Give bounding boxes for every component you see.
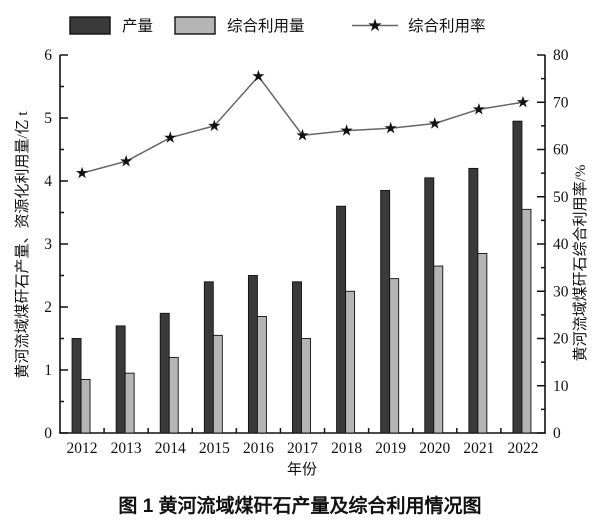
legend-swatch-production <box>69 16 111 35</box>
marker-utilization-rate-2021 <box>472 102 485 115</box>
x-tick-label-2022: 2022 <box>507 440 538 457</box>
marker-utilization-rate-2018 <box>340 124 353 136</box>
bar-comprehensive-utilization-2017 <box>301 338 311 434</box>
left-axis-tick-label-0: 0 <box>44 425 52 442</box>
x-tick-label-2016: 2016 <box>243 440 274 457</box>
right-axis-tick-label-70: 70 <box>553 94 569 111</box>
bar-comprehensive-utilization-2022 <box>521 208 532 434</box>
bar-production-2022 <box>512 120 523 434</box>
marker-utilization-rate-2015 <box>208 119 221 132</box>
x-tick-label-2021: 2021 <box>463 440 494 457</box>
left-axis-tick-label-1: 1 <box>44 362 52 379</box>
x-tick-label-2020: 2020 <box>419 440 450 457</box>
right-axis-tick-label-50: 50 <box>553 189 569 206</box>
x-tick-label-2017: 2017 <box>287 440 318 457</box>
right-axis-tick-label-40: 40 <box>553 236 569 253</box>
right-axis-tick-label-0: 0 <box>553 425 561 442</box>
bar-production-2012 <box>71 338 82 434</box>
bar-comprehensive-utilization-2018 <box>345 290 356 434</box>
left-axis-tick-label-4: 4 <box>44 173 52 190</box>
legend-star-icon <box>368 18 382 32</box>
legend: 产量 综合利用量 综合利用率 <box>69 16 486 35</box>
marker-utilization-rate-2017 <box>296 128 309 141</box>
marker-utilization-rate-2014 <box>164 131 177 143</box>
utilization-rate-line <box>81 75 524 174</box>
bar-comprehensive-utilization-2015 <box>212 334 223 434</box>
bar-production-2016 <box>247 275 258 434</box>
left-axis-tick-label-2: 2 <box>44 299 52 316</box>
right-axis-tick-label-60: 60 <box>553 142 569 159</box>
marker-utilization-rate-2022 <box>516 95 530 108</box>
bar-comprehensive-utilization-2021 <box>477 252 488 434</box>
bar-production-2018 <box>336 205 347 434</box>
caption: 图 1 黄河流域煤矸石产量及综合利用情况图 <box>118 494 481 517</box>
right-axis-tick-label-80: 80 <box>553 47 569 64</box>
marker-utilization-rate-2012 <box>75 166 89 179</box>
legend-label-utilization-rate: 综合利用率 <box>408 17 486 35</box>
left-axis-title: 黄河流域煤矸石产量、资源化利用量/亿 t <box>14 111 31 379</box>
bar-comprehensive-utilization-2016 <box>256 316 267 434</box>
x-tick-label-2012: 2012 <box>67 440 98 457</box>
legend-label-utilization: 综合利用量 <box>227 17 305 35</box>
x-tick-label-2013: 2013 <box>111 440 142 457</box>
bar-production-2019 <box>380 189 391 434</box>
marker-utilization-rate-2020 <box>428 117 441 129</box>
marker-utilization-rate-2013 <box>120 154 133 167</box>
bar-production-2017 <box>292 281 302 434</box>
bar-comprehensive-utilization-2013 <box>124 372 135 434</box>
bar-production-2013 <box>115 325 126 434</box>
bar-production-2021 <box>468 167 479 434</box>
bar-comprehensive-utilization-2014 <box>168 356 179 434</box>
x-tick-label-2015: 2015 <box>199 440 230 457</box>
x-tick-label-2014: 2014 <box>155 440 186 457</box>
legend-swatch-utilization <box>174 16 216 35</box>
left-axis-tick-label-3: 3 <box>44 236 52 253</box>
bar-production-2020 <box>424 177 435 434</box>
right-axis-tick-label-20: 20 <box>553 331 569 348</box>
right-axis-tick-label-10: 10 <box>553 378 569 395</box>
bar-production-2015 <box>203 281 214 434</box>
legend-label-production: 产量 <box>122 17 153 35</box>
bar-comprehensive-utilization-2012 <box>80 379 91 434</box>
bar-comprehensive-utilization-2020 <box>433 265 444 434</box>
x-axis-title: 年份 <box>287 461 317 478</box>
bar-production-2014 <box>159 312 170 434</box>
x-tick-label-2018: 2018 <box>331 440 362 457</box>
left-axis-tick-label-6: 6 <box>44 47 52 64</box>
left-axis-tick-label-5: 5 <box>44 110 52 127</box>
right-axis-tick-label-30: 30 <box>553 283 569 300</box>
bar-comprehensive-utilization-2019 <box>389 278 400 434</box>
marker-utilization-rate-2019 <box>384 121 397 134</box>
marker-utilization-rate-2016 <box>252 69 265 82</box>
right-axis-title: 黄河流域煤矸石综合利用率/% <box>572 165 589 362</box>
x-tick-label-2019: 2019 <box>375 440 406 457</box>
